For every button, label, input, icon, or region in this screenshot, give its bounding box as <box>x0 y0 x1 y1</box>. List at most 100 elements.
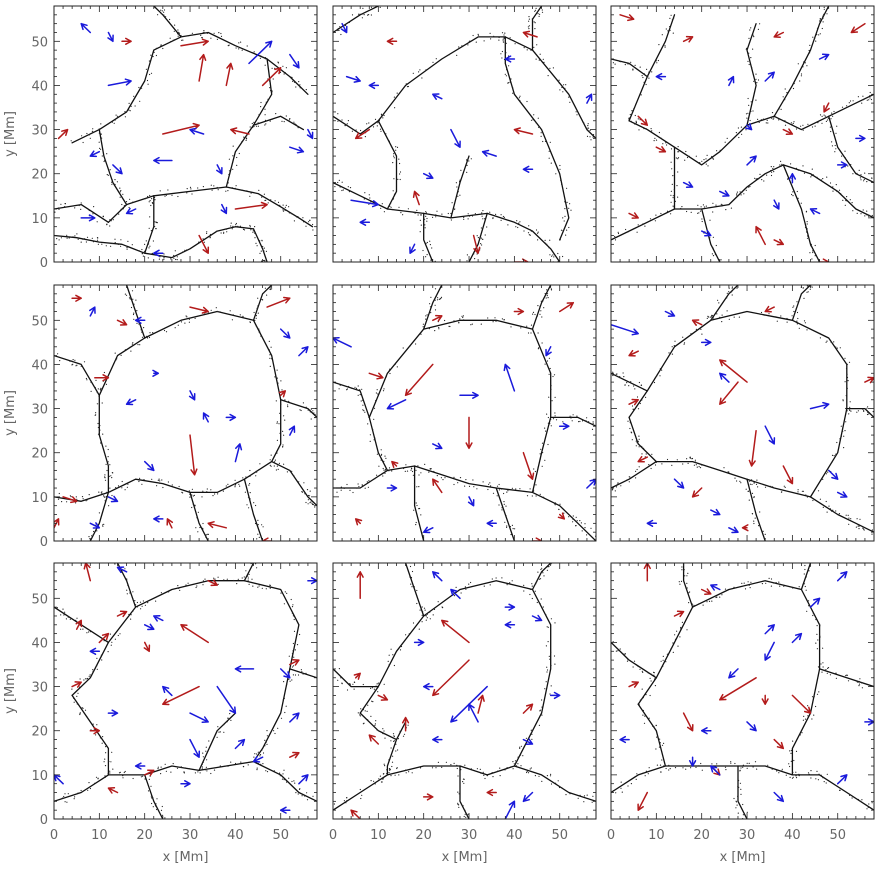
corks-point <box>225 228 228 230</box>
corks-point <box>758 121 760 123</box>
corks-point <box>202 584 204 586</box>
corks-point <box>750 110 752 112</box>
corks-point <box>104 500 106 502</box>
corks-point <box>850 410 852 412</box>
corks-point <box>768 313 770 315</box>
corks-point <box>846 105 848 107</box>
corks-point <box>830 130 832 133</box>
corks-point <box>742 814 745 816</box>
corks-point <box>836 125 838 127</box>
corks-point <box>210 184 212 186</box>
corks-point <box>550 385 552 387</box>
corks-point <box>800 75 803 77</box>
corks-point <box>754 761 757 763</box>
corks-point <box>64 611 66 613</box>
corks-point <box>354 386 356 388</box>
corks-point <box>407 208 409 210</box>
corks-point <box>82 628 84 630</box>
corks-point <box>677 645 679 647</box>
corks-point <box>537 13 539 15</box>
corks-point <box>257 762 259 765</box>
corks-point <box>194 505 196 507</box>
corks-point <box>541 571 544 573</box>
corks-point <box>806 610 808 612</box>
corks-point <box>550 288 552 290</box>
corks-point <box>489 482 491 484</box>
corks-point <box>863 180 865 182</box>
corks-point <box>236 156 238 159</box>
corks-point <box>203 30 205 32</box>
corks-point <box>697 204 699 206</box>
red-velocity-arrow <box>531 537 543 541</box>
corks-point <box>554 622 556 624</box>
corks-point <box>817 666 820 668</box>
network-lane <box>98 310 282 463</box>
corks-point <box>246 504 248 506</box>
corks-point <box>88 675 90 677</box>
corks-point <box>530 767 532 769</box>
blue-velocity-arrow <box>107 495 119 503</box>
corks-point <box>105 496 107 498</box>
corks-point <box>204 769 206 771</box>
corks-point <box>627 659 629 661</box>
corks-point <box>537 305 539 307</box>
corks-point <box>701 160 703 162</box>
corks-point <box>654 464 657 466</box>
corks-point <box>796 311 799 314</box>
corks-point <box>857 410 860 412</box>
corks-point <box>856 411 858 413</box>
corks-point <box>126 248 128 250</box>
blue-velocity-arrow <box>700 338 712 347</box>
corks-point <box>364 411 366 413</box>
corks-point <box>364 710 366 712</box>
red-velocity-arrow <box>121 37 132 45</box>
corks-point <box>665 142 667 144</box>
red-velocity-arrow <box>513 258 529 262</box>
corks-point <box>546 360 549 362</box>
corks-point <box>143 327 145 329</box>
corks-point <box>537 232 539 234</box>
corks-point <box>374 783 376 785</box>
corks-point <box>562 217 564 219</box>
corks-point <box>71 688 73 690</box>
corks-point <box>132 201 134 203</box>
corks-point <box>384 468 387 470</box>
corks-point <box>503 34 505 36</box>
corks-point <box>126 247 128 249</box>
corks-point <box>413 586 415 588</box>
corks-point <box>807 772 810 774</box>
corks-point <box>375 4 376 5</box>
corks-point <box>169 37 171 39</box>
corks-point <box>318 678 319 679</box>
x-tick-label: 10 <box>91 828 108 843</box>
corks-point <box>105 752 107 754</box>
corks-point <box>252 126 254 129</box>
corks-point <box>735 132 738 134</box>
corks-point <box>338 388 340 390</box>
blue-velocity-arrow <box>189 738 201 758</box>
red-velocity-arrow <box>432 659 470 697</box>
corks-point <box>148 201 150 203</box>
corks-point <box>162 814 164 817</box>
corks-point <box>428 328 430 330</box>
corks-point <box>419 69 421 71</box>
corks-point <box>830 341 832 343</box>
corks-point <box>501 507 503 509</box>
corks-point <box>305 406 307 408</box>
corks-point <box>586 417 588 419</box>
corks-point <box>201 37 203 39</box>
corks-point <box>413 509 415 511</box>
corks-point <box>163 11 165 13</box>
corks-point <box>815 642 817 644</box>
corks-point <box>148 336 151 339</box>
corks-point <box>804 62 807 64</box>
corks-point <box>297 127 299 129</box>
corks-point <box>721 314 723 316</box>
corks-point <box>539 578 542 580</box>
corks-point <box>826 176 828 178</box>
corks-point <box>626 479 628 481</box>
corks-point <box>313 412 315 414</box>
corks-point <box>152 252 154 254</box>
corks-point <box>726 297 728 299</box>
corks-point <box>280 403 282 405</box>
